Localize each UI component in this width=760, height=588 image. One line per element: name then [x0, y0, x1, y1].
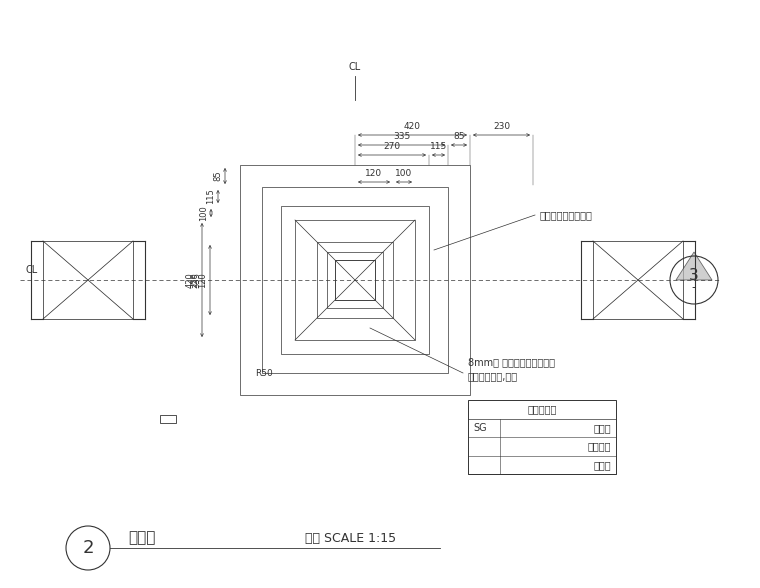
- Text: CL: CL: [25, 265, 37, 275]
- Text: 335: 335: [192, 272, 201, 288]
- Bar: [262, 187, 448, 373]
- Text: 420: 420: [404, 122, 421, 131]
- Text: 115: 115: [430, 142, 447, 151]
- Text: 静电粉末喷涂,黑色: 静电粉末喷涂,黑色: [468, 371, 518, 381]
- Text: 细凿饰面: 细凿饰面: [587, 441, 611, 451]
- Text: 100: 100: [199, 205, 208, 221]
- Bar: [335, 260, 375, 300]
- Text: 3: 3: [689, 269, 699, 283]
- Text: 花岗石: 花岗石: [594, 423, 611, 433]
- Text: 100: 100: [395, 169, 413, 178]
- Text: 85: 85: [213, 171, 222, 181]
- Text: 230: 230: [493, 122, 510, 131]
- Text: -: -: [692, 282, 696, 295]
- Polygon shape: [676, 252, 712, 280]
- Text: 黄金麻: 黄金麻: [594, 460, 611, 470]
- Bar: [335, 260, 375, 300]
- Text: 平面图: 平面图: [128, 530, 155, 546]
- Text: 2: 2: [82, 539, 93, 557]
- Bar: [240, 165, 470, 395]
- Text: 220: 220: [190, 272, 199, 288]
- Text: 115: 115: [206, 189, 215, 205]
- Text: 比例 SCALE 1:15: 比例 SCALE 1:15: [305, 532, 396, 544]
- Bar: [327, 252, 383, 308]
- Text: CL: CL: [349, 62, 361, 72]
- Bar: [295, 220, 415, 340]
- Bar: [468, 400, 616, 474]
- Bar: [317, 242, 393, 318]
- Bar: [43, 241, 133, 319]
- Bar: [281, 206, 429, 354]
- Text: SG: SG: [473, 423, 486, 433]
- Text: R50: R50: [255, 369, 273, 379]
- Bar: [160, 415, 176, 423]
- Text: 85: 85: [453, 132, 465, 141]
- Text: 8mm厚 热镀锌防腐处理方通: 8mm厚 热镀锌防腐处理方通: [468, 357, 555, 367]
- Text: 335: 335: [393, 132, 410, 141]
- Bar: [593, 241, 683, 319]
- Text: 120: 120: [366, 169, 382, 178]
- Text: 120: 120: [198, 272, 207, 288]
- Text: 按尺寸切割: 按尺寸切割: [527, 405, 556, 415]
- Text: 420: 420: [185, 272, 195, 288]
- Text: 灯具由专业厂家提供: 灯具由专业厂家提供: [540, 210, 593, 220]
- Text: 270: 270: [384, 142, 401, 151]
